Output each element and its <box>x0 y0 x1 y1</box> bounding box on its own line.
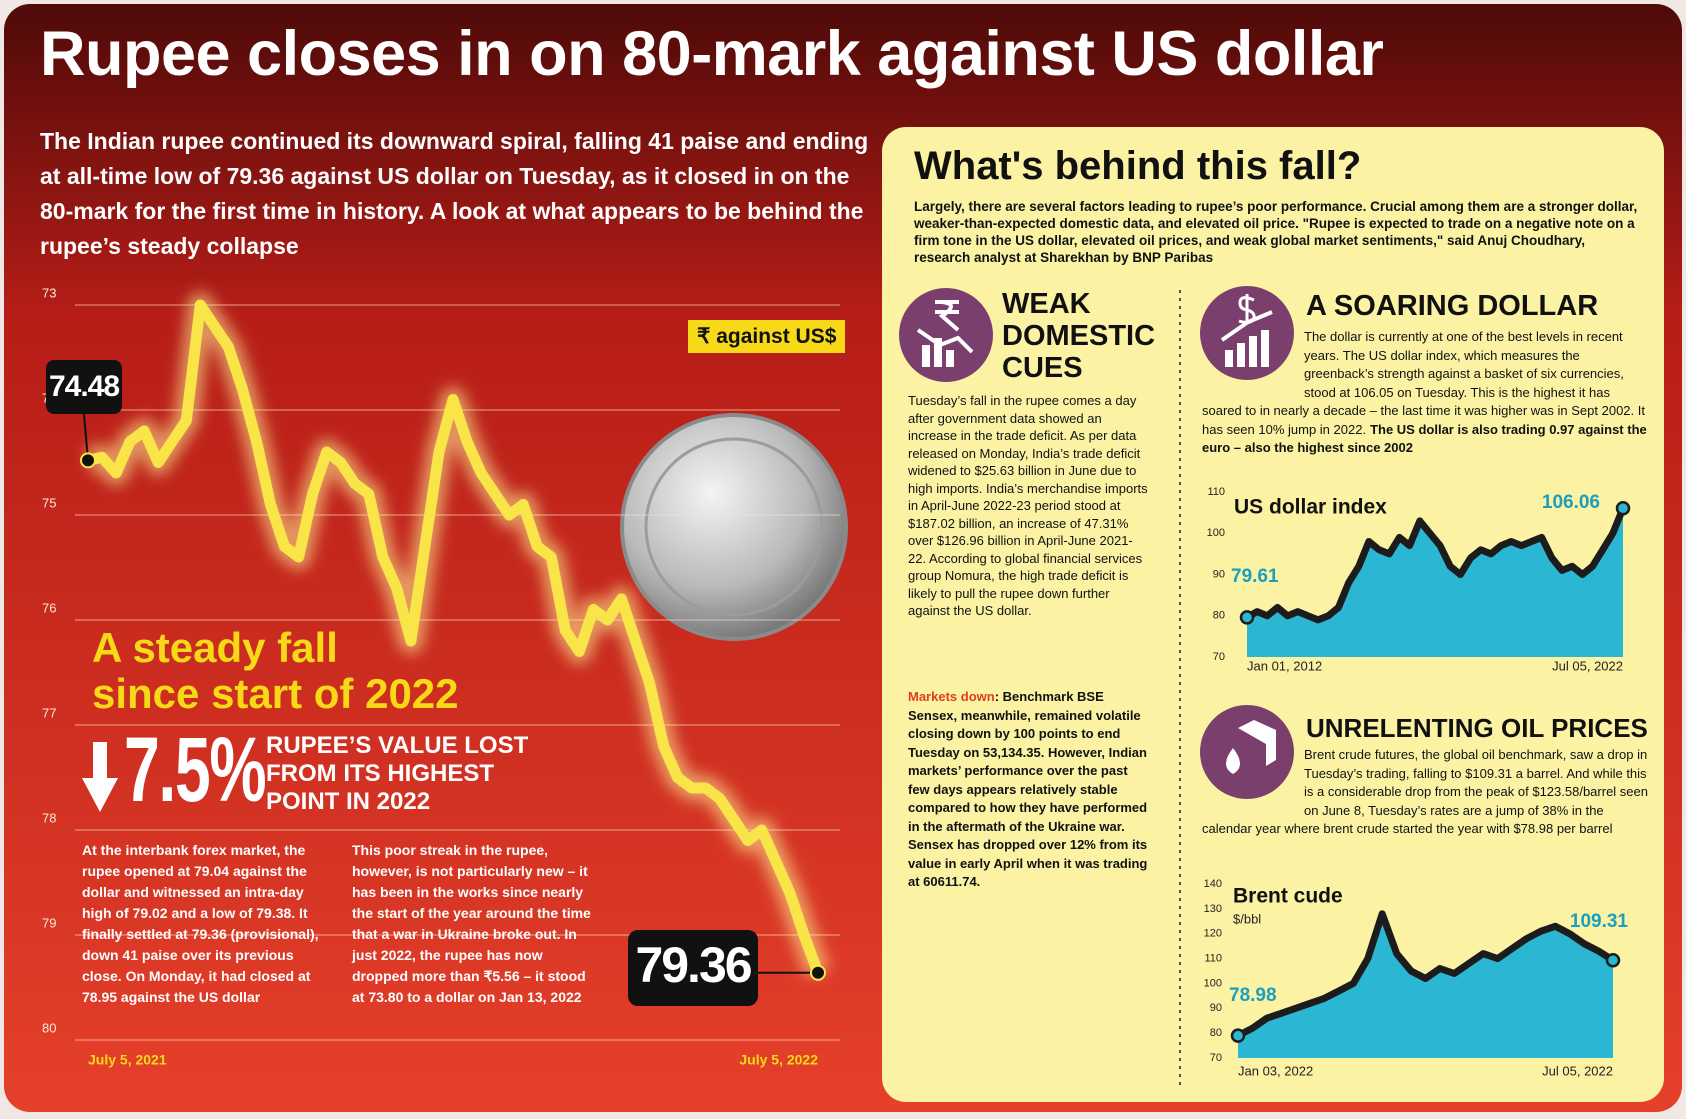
end-dot <box>80 452 96 469</box>
section-text: Brent crude futures, the global oil benc… <box>1202 746 1650 839</box>
end-label: 109.31 <box>1570 911 1629 932</box>
end-dot <box>1230 1028 1246 1043</box>
y-axis-label: $/bbl <box>1233 911 1261 926</box>
oil-icon <box>1200 705 1294 799</box>
area-fill <box>1238 913 1613 1058</box>
heading-line: WEAK <box>1002 288 1091 320</box>
y-tick-label: 90 <box>1210 1002 1222 1014</box>
stat-line: POINT IN 2022 <box>266 788 431 815</box>
line <box>82 299 824 979</box>
coin-rim <box>644 437 824 617</box>
markets-label: Markets down <box>908 689 995 704</box>
x-tick-label: July 5, 2022 <box>739 1052 818 1068</box>
rupee-icon <box>899 288 993 382</box>
unit-badge: ₹ against US$ <box>688 320 846 353</box>
heading-line: CUES <box>1002 352 1083 384</box>
x-tick-label: Jul 05, 2022 <box>1552 658 1623 673</box>
end-dot <box>1239 610 1255 625</box>
markets-body: : Benchmark BSE Sensex, meanwhile, remai… <box>908 689 1148 889</box>
section-heading: UNRELENTING OIL PRICES <box>1306 713 1648 743</box>
chart-title: US dollar index <box>1234 496 1387 519</box>
y-tick-label: 100 <box>1207 527 1225 539</box>
y-tick-label: 80 <box>1210 1027 1222 1039</box>
line <box>1245 506 1627 624</box>
dollar-icon <box>1200 286 1294 380</box>
x-tick-label: Jan 01, 2012 <box>1247 658 1322 673</box>
label-box <box>628 930 758 1006</box>
section-heading: A SOARING DOLLAR <box>1306 290 1599 322</box>
spacer <box>1202 328 1304 400</box>
section-heading: WEAK DOMESTIC CUES <box>1002 288 1155 384</box>
intro: The Indian rupee continued its downward … <box>40 128 869 259</box>
y-tick-label: 110 <box>1207 486 1225 498</box>
y-tick-label: 110 <box>1204 952 1222 964</box>
headline: A steady fall since start of 2022 <box>92 625 459 717</box>
start-label: 74.48 <box>49 370 119 403</box>
y-tick-label: 70 <box>1210 1052 1222 1064</box>
dollar-bold: The US dollar is also trading 0.97 again… <box>1202 421 1647 456</box>
y-tick-label: 90 <box>1213 568 1225 580</box>
panel-intro: Largely, there are several factors leadi… <box>914 199 1638 265</box>
end-dot <box>1605 953 1621 968</box>
end-label: 106.06 <box>1542 492 1600 513</box>
x-tick-label: Jan 03, 2022 <box>1238 1063 1313 1078</box>
start-label: 79.61 <box>1231 566 1279 587</box>
x-tick-label: July 5, 2021 <box>88 1052 167 1068</box>
end-label: 79.36 <box>635 937 750 993</box>
y-tick-label: 79 <box>42 915 56 930</box>
y-tick-label: 76 <box>42 600 56 615</box>
dollar-index-chart: 70 80 90 100 110 Jan 01, 2012 Jul 05, 2022 US d… <box>1207 486 1631 673</box>
panel-heading: What's behind this fall? <box>914 144 1362 188</box>
coin <box>620 413 848 641</box>
paragraph: This poor streak in the rupee, however, … <box>352 842 591 1005</box>
y-tick-label: 75 <box>42 495 56 510</box>
y-tick-label: 78 <box>42 810 56 825</box>
paragraph: At the interbank forex market, the rupee… <box>82 842 319 1005</box>
label-box <box>46 360 122 414</box>
y-tick-label: 140 <box>1204 878 1222 890</box>
y-tick-label: 73 <box>42 285 56 300</box>
end-dot <box>1615 501 1631 516</box>
y-tick-label: 120 <box>1204 928 1222 940</box>
heading-line: DOMESTIC <box>1002 320 1156 352</box>
y-tick-label: 80 <box>42 1020 56 1035</box>
end-dot <box>810 964 826 981</box>
section-text: Tuesday’s fall in the rupee comes a day … <box>908 393 1148 618</box>
brent-chart: 70 80 90 100 110 120 130 140 Jan 03, 2022 Jul 05,… <box>1204 878 1629 1079</box>
down-arrow <box>82 742 118 812</box>
headline-line: A steady fall <box>92 624 338 671</box>
title: Rupee closes in on 80-mark against US do… <box>40 19 1384 89</box>
y-tick-label: 80 <box>1213 610 1225 622</box>
spacer <box>1202 746 1304 806</box>
y-tick-label: 70 <box>1213 651 1225 663</box>
dollar-text: The dollar is currently at one of the be… <box>1202 329 1645 437</box>
line <box>1236 910 1615 1039</box>
section-text: The dollar is currently at one of the be… <box>1202 328 1650 458</box>
markets-text: Markets down: Benchmark BSE Sensex, mean… <box>908 688 1150 892</box>
stat-caption: RUPEE’S VALUE LOST FROM ITS HIGHEST POIN… <box>266 732 528 816</box>
stat-line: RUPEE’S VALUE LOST <box>266 732 529 759</box>
y-tick-label: 130 <box>1204 903 1222 915</box>
y-tick-label: 77 <box>42 705 56 720</box>
headline-line: since start of 2022 <box>92 670 459 717</box>
stat-value: 7.5% <box>124 719 267 821</box>
oil-text: Brent crude futures, the global oil benc… <box>1202 747 1648 836</box>
chart-title: Brent cude <box>1233 885 1343 908</box>
y-tick-label: 100 <box>1204 977 1222 989</box>
start-label: 78.98 <box>1229 985 1277 1006</box>
x-tick-label: Jul 05, 2022 <box>1542 1063 1613 1078</box>
stat-line: FROM ITS HIGHEST <box>266 760 494 787</box>
